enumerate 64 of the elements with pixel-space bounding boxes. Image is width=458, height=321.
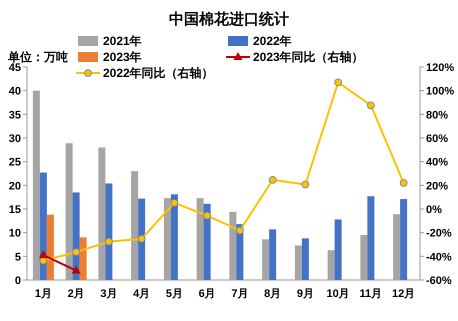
y-tick-label: 15	[8, 204, 21, 216]
bar	[105, 183, 112, 280]
point	[268, 176, 277, 184]
bar	[302, 238, 309, 280]
y-tick-label: 45	[8, 62, 21, 74]
x-tick-label: 3月	[100, 288, 118, 300]
point	[400, 178, 408, 187]
x-tick-label: 9月	[296, 288, 314, 300]
bar	[204, 204, 211, 280]
point	[203, 212, 212, 220]
y-tick-label: 0	[14, 275, 21, 287]
bar	[334, 219, 342, 280]
y2-tick-label: -40%	[426, 251, 452, 264]
bar	[400, 199, 408, 280]
point	[301, 180, 310, 188]
chart-title: 中国棉花进口统计	[169, 11, 289, 28]
point	[138, 234, 146, 243]
legend-label: 2023年	[103, 50, 142, 64]
y2-tick-label: 100%	[426, 86, 454, 98]
y2-tick-label: 60%	[426, 133, 448, 145]
point	[72, 266, 81, 274]
x-tick-label: 8月	[264, 288, 282, 300]
y-tick-label: 20	[8, 180, 21, 192]
point	[104, 238, 113, 246]
y2-tick-label: -60%	[426, 275, 452, 287]
y2-tick-label: 80%	[426, 109, 448, 122]
y-tick-label: 40	[8, 86, 21, 98]
bar	[170, 194, 178, 280]
x-tick-label: 2月	[68, 288, 85, 300]
y-tick-label: 5	[14, 251, 21, 264]
legend-label: 2022年	[253, 34, 292, 48]
y-tick-label: 35	[8, 109, 21, 122]
x-tick-label: 6月	[198, 288, 216, 300]
point	[72, 248, 80, 256]
bar	[269, 229, 276, 280]
y2-tick-label: -20%	[426, 228, 452, 240]
y-tick-label: 25	[8, 156, 21, 169]
x-tick-label: 4月	[133, 288, 150, 300]
y2-tick-label: 0%	[426, 204, 442, 216]
bar	[40, 172, 47, 280]
legend-label: 2023年同比（右轴）	[253, 50, 364, 64]
x-tick-label: 5月	[166, 288, 183, 300]
x-tick-label: 10月	[326, 288, 350, 300]
bar	[138, 198, 146, 280]
y-tick-label: 10	[8, 228, 21, 240]
x-tick-label: 12月	[392, 288, 416, 300]
x-tick-label: 11月	[360, 288, 382, 300]
bar	[367, 196, 374, 280]
y2-tick-label: 120%	[426, 62, 454, 74]
bar	[46, 214, 54, 280]
text: 单位：万吨	[7, 50, 68, 64]
x-tick-label: 7月	[231, 288, 248, 300]
x-tick-label: 1月	[34, 288, 52, 300]
legend-label: 2021年	[103, 34, 142, 48]
y2-tick-label: 20%	[426, 180, 448, 192]
point	[334, 78, 342, 86]
point	[170, 198, 178, 207]
point	[38, 250, 48, 258]
point	[366, 101, 375, 110]
bar	[80, 237, 87, 280]
y-tick-label: 30	[8, 133, 21, 145]
point	[236, 226, 244, 234]
legend-label: 2022年同比（右轴）	[103, 66, 214, 80]
y2-tick-label: 40%	[426, 156, 448, 169]
